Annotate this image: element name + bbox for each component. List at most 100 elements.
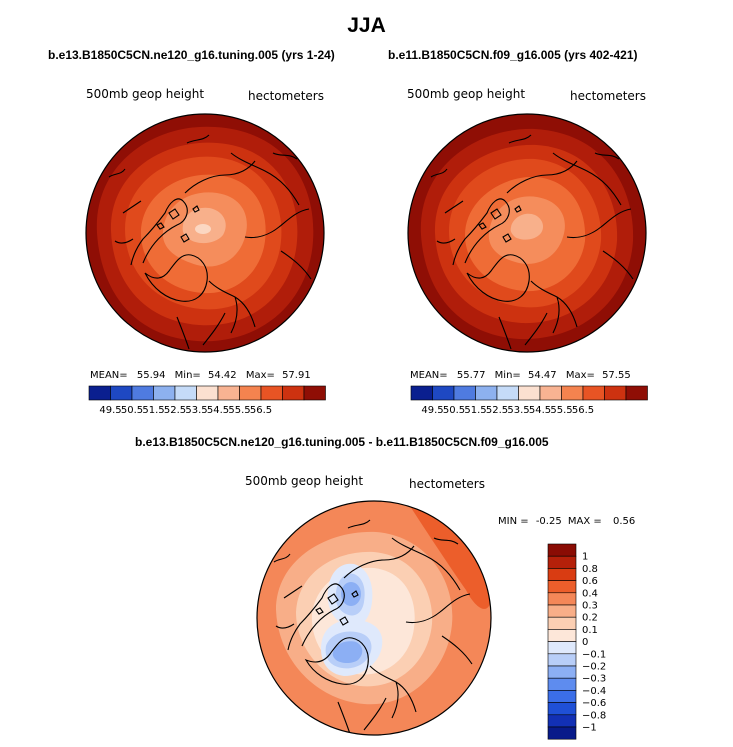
colorbar-labels: 49.5 50.5 51.5 52.5 53.5 54.5 55.5 56.5 [99,405,272,416]
colorbar-tick-label: 51.5 [464,405,486,416]
max-label: Max= [245,370,275,381]
colorbar-box [547,604,577,618]
colorbar-box [131,385,154,401]
min-label: Min= [174,370,201,381]
min-label: Min= [494,370,521,381]
coastlines [430,134,634,350]
colorbar-tick-label: 54.5 [529,405,551,416]
colorbar-tick-label: 52.5 [486,405,508,416]
colorbar-tick-label: 0.4 [582,588,598,599]
min-label: MIN = [498,516,529,527]
colorbar-tick-label: −0.2 [582,662,606,673]
colorbar-tick-label: 52.5 [164,405,186,416]
colorbar-box [547,726,577,740]
max-label: MAX = [567,516,602,527]
panel-3-title: b.e13.B1850C5CN.ne120_g16.tuning.005 - b… [135,435,549,449]
colorbar-tick-label: 1 [582,552,588,563]
panel-2-stats: MEAN= 55.77 Min= 54.47 Max= 57.55 [410,370,631,381]
map-panel-2 [407,113,647,353]
colorbar-tick-label: 53.5 [185,405,207,416]
colorbar-box [88,385,111,401]
colorbar-box [547,592,577,606]
colorbar-box [547,677,577,691]
colorbar-labels: 49.5 50.5 51.5 52.5 53.5 54.5 55.5 56.5 [421,405,594,416]
colorbar-box [432,385,455,401]
panel-3-stats: MIN = -0.25 MAX = 0.56 [498,516,635,527]
max-label: Max= [565,370,595,381]
contour-fill-53 [195,224,211,234]
colorbar-box [153,385,176,401]
colorbar-tick-label: 0.1 [582,625,598,636]
min-value: 54.47 [527,370,557,381]
colorbar-box [217,385,240,401]
colorbar-box [496,385,519,401]
max-value: 57.55 [602,370,631,381]
colorbar-box [547,714,577,728]
colorbar-box [547,690,577,703]
colorbar-tick-label: 56.5 [572,405,594,416]
colorbar-box [547,641,577,655]
colorbar-tick-label: 51.5 [142,405,164,416]
colorbar-boxes [547,543,577,740]
min-value: 54.42 [207,370,237,381]
panel-2-field-label: 500mb geop height [407,87,526,101]
coastlines [108,134,312,350]
max-value: 57.91 [282,370,311,381]
colorbar-tick-label: 0.3 [582,601,598,612]
colorbar-box [239,385,262,401]
colorbar-box [539,385,562,401]
contour-fill-53-5 [510,213,543,240]
colorbar-tick-label: −0.3 [582,674,606,685]
colorbar-box [282,385,305,401]
panel-1-title: b.e13.B1850C5CN.ne120_g16.tuning.005 (yr… [48,48,335,62]
mean-label: MEAN= [90,370,128,381]
colorbar-box [475,385,498,401]
colorbar-tick-label: −0.4 [582,686,606,697]
colorbar-box [518,385,541,401]
colorbar-panel-3: 10.80.60.4 0.30.20.10−0.1 −0.2−0.3−0.4−0.6… [547,543,606,740]
panel-1-field-label: 500mb geop height [86,87,205,101]
diff-fill-0-4 [406,501,491,609]
colorbar-tick-label: 53.5 [507,405,529,416]
colorbar-box [174,385,197,401]
colorbar-box [196,385,219,401]
colorbar-tick-label: 0 [582,637,588,648]
colorbar-box [547,543,577,557]
figure-title: JJA [347,14,386,37]
colorbar-box [453,385,476,401]
min-value: -0.25 [535,516,562,527]
colorbar-tick-label: 56.5 [250,405,272,416]
panel-2-title: b.e11.B1850C5CN.f09_g16.005 (yrs 402-421… [388,48,638,62]
map-panel-3 [256,500,492,736]
colorbar-tick-label: 0.8 [582,564,598,575]
colorbar-tick-label: 49.5 [99,405,121,416]
colorbar-panel-1: 49.5 50.5 51.5 52.5 53.5 54.5 55.5 56.5 [88,385,326,416]
mean-value: 55.77 [456,370,486,381]
colorbar-box [547,568,577,581]
colorbar-box [110,385,133,401]
panel-1-stats: MEAN= 55.94 Min= 54.42 Max= 57.91 [90,370,311,381]
panel-3-units-label: hectometers [409,477,485,491]
max-value: 0.56 [612,516,636,527]
colorbar-tick-label: 0.2 [582,613,598,624]
colorbar-tick-label: 50.5 [443,405,465,416]
colorbar-box [547,653,577,667]
colorbar-box [547,616,577,630]
colorbar-tick-label: 0.6 [582,576,598,587]
mean-label: MEAN= [410,370,448,381]
colorbar-box [260,385,283,401]
colorbar-labels: 10.80.60.4 0.30.20.10−0.1 −0.2−0.3−0.4−0.6… [582,552,606,734]
colorbar-tick-label: −0.6 [582,698,606,709]
colorbar-box [547,555,577,569]
colorbar-tick-label: 54.5 [207,405,229,416]
map-border [407,113,647,353]
colorbar-tick-label: 50.5 [121,405,143,416]
colorbar-box [547,580,577,594]
map-panel-1 [85,113,325,353]
colorbar-box [582,385,605,401]
colorbar-box [303,385,326,401]
colorbar-box [547,629,577,642]
colorbar-tick-label: 55.5 [550,405,572,416]
map-border [85,113,325,353]
colorbar-boxes [410,385,648,401]
